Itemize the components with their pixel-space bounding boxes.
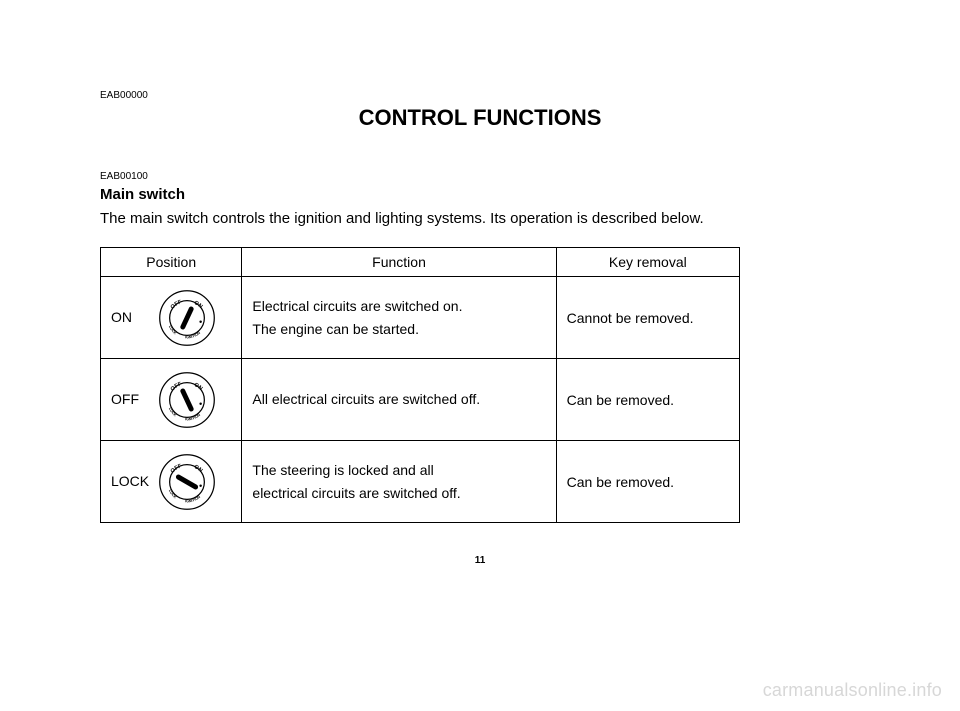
col-key-removal: Key removal [556, 248, 739, 277]
function-line: All electrical circuits are switched off… [252, 391, 480, 407]
function-cell: Electrical circuits are switched on. The… [242, 277, 556, 359]
page-number: 11 [100, 555, 860, 566]
ignition-switch-lock-icon: OFF ON LOCK IGNITION [156, 451, 218, 516]
col-function: Function [242, 248, 556, 277]
key-removal-cell: Can be removed. [556, 441, 739, 523]
doc-code-top: EAB00000 [100, 90, 860, 101]
function-line: electrical circuits are switched off. [252, 485, 460, 501]
key-removal-cell: Can be removed. [556, 359, 739, 441]
table-row: ON OFF ON LOCK IGNITION [101, 277, 740, 359]
key-removal-cell: Cannot be removed. [556, 277, 739, 359]
page-title: CONTROL FUNCTIONS [100, 105, 860, 131]
table-header-row: Position Function Key removal [101, 248, 740, 277]
ignition-switch-off-icon: OFF ON LOCK IGNITION [156, 369, 218, 434]
doc-code-section: EAB00100 [100, 171, 860, 182]
function-cell: The steering is locked and all electrica… [242, 441, 556, 523]
col-position: Position [101, 248, 242, 277]
main-switch-table: Position Function Key removal ON OFF ON … [100, 247, 740, 523]
function-line: Electrical circuits are switched on. [252, 298, 462, 314]
function-line: The engine can be started. [252, 321, 419, 337]
function-cell: All electrical circuits are switched off… [242, 359, 556, 441]
section-heading: Main switch [100, 186, 860, 203]
table-row: LOCK OFF ON LOCK IGNITION [101, 441, 740, 523]
function-line: The steering is locked and all [252, 462, 433, 478]
watermark: carmanualsonline.info [763, 680, 942, 701]
ignition-switch-on-icon: OFF ON LOCK IGNITION [156, 287, 218, 352]
position-cell-on: ON OFF ON LOCK IGNITION [101, 277, 242, 359]
table-row: OFF OFF ON LOCK IGNITION [101, 359, 740, 441]
position-cell-off: OFF OFF ON LOCK IGNITION [101, 359, 242, 441]
position-cell-lock: LOCK OFF ON LOCK IGNITION [101, 441, 242, 523]
manual-page: EAB00000 CONTROL FUNCTIONS EAB00100 Main… [0, 0, 960, 606]
intro-text: The main switch controls the ignition an… [100, 207, 860, 231]
